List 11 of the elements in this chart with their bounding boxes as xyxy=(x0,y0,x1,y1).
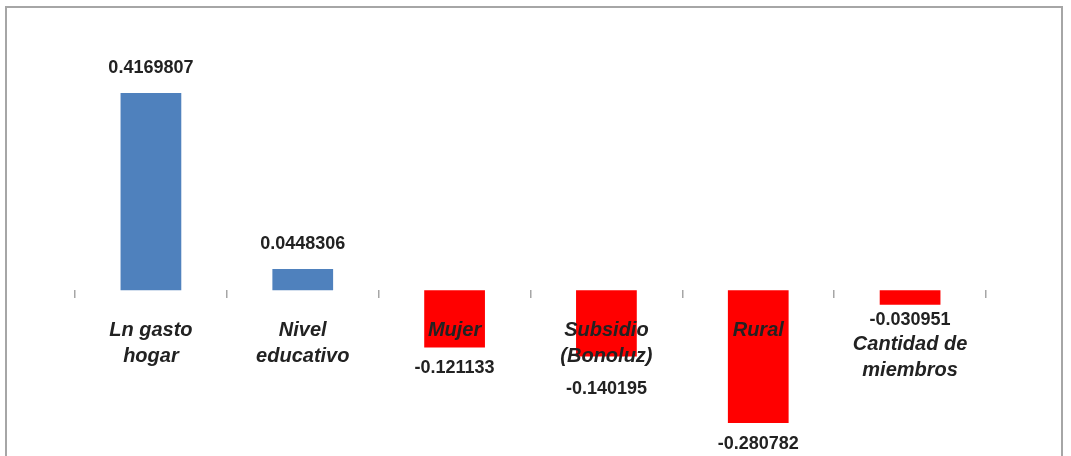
data-label: -0.030951 xyxy=(869,308,951,329)
data-label: -0.121133 xyxy=(414,357,495,378)
x-tick-label: Ln gasto hogar xyxy=(109,317,193,366)
data-label: -0.140195 xyxy=(565,378,647,399)
data-label: 0.0448306 xyxy=(260,232,346,253)
x-tick-label: Nivel educativo xyxy=(256,317,350,366)
x-tick-label: Cantidad de miembros xyxy=(852,332,968,381)
x-tick-label: Mujer xyxy=(427,317,483,340)
data-label: -0.280782 xyxy=(717,432,799,453)
x-tick-label: Rural xyxy=(732,317,785,340)
data-label: 0.4169807 xyxy=(108,56,194,77)
